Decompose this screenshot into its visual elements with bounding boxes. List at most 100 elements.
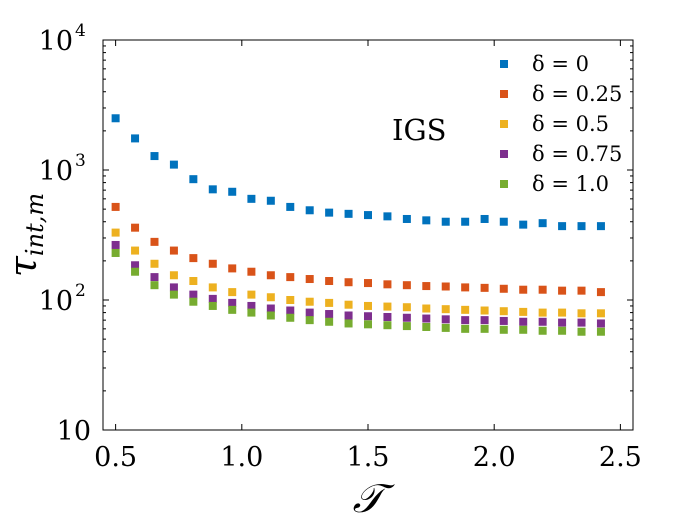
legend: δ = 0 δ = 0.25 δ = 0.5 δ = 0.75 δ = 1.0 <box>500 52 622 196</box>
series-2-point <box>131 246 140 255</box>
series-3-point <box>499 316 508 325</box>
series-1-point <box>228 264 237 273</box>
y-tick-label-exponent: 3 <box>75 151 86 171</box>
series-2-point <box>189 277 198 286</box>
series-4-point <box>441 323 450 332</box>
series-1-point <box>383 280 392 289</box>
series-2-point <box>111 228 120 237</box>
legend-marker <box>500 90 508 98</box>
series-3-point <box>402 313 411 322</box>
series-2-point <box>169 271 178 280</box>
series-0-point <box>208 185 217 194</box>
series-2-point <box>344 300 353 309</box>
series-1-point <box>325 277 334 286</box>
series-2-point <box>383 302 392 311</box>
series-1-point <box>596 288 605 297</box>
series-3-point <box>111 240 120 249</box>
series-0-point <box>266 196 275 205</box>
y-tick-label: 10 <box>39 26 73 57</box>
plot-area <box>102 39 634 431</box>
series-0-point <box>131 134 140 143</box>
legend-label: δ = 0.25 <box>532 82 622 106</box>
x-tick-label: 0.5 <box>94 442 137 473</box>
series-2-point <box>266 293 275 302</box>
series-2-point <box>305 297 314 306</box>
series-1-point <box>558 286 567 295</box>
series-4-point <box>558 326 567 335</box>
series-4-point <box>266 311 275 320</box>
series-2-point <box>499 307 508 316</box>
x-tick-label: 1.0 <box>220 442 263 473</box>
series-3-point <box>208 294 217 303</box>
series-2-point <box>247 290 256 299</box>
series-0-point <box>383 212 392 221</box>
series-1-point <box>441 282 450 291</box>
series-4-point <box>577 327 586 336</box>
series-3-point <box>266 304 275 313</box>
series-1-point <box>402 281 411 290</box>
series-1-point <box>344 278 353 287</box>
series-1-point <box>131 223 140 232</box>
series-3-point <box>344 311 353 320</box>
series-0-point <box>189 175 198 184</box>
series-0-point <box>228 187 237 196</box>
legend-marker <box>500 120 508 128</box>
series-1-point <box>305 275 314 284</box>
series-3-point <box>558 318 567 327</box>
series-2-point <box>364 301 372 310</box>
series-2-point <box>519 307 528 316</box>
series-0-point <box>538 219 547 228</box>
series-3-point <box>247 301 256 310</box>
y-tick-label-exponent: 4 <box>75 21 86 41</box>
series-2-point <box>422 304 431 313</box>
legend-label: δ = 0.5 <box>532 112 609 136</box>
legend-label: δ = 0.75 <box>532 142 622 166</box>
series-3-point <box>150 273 159 282</box>
series-4-point <box>422 322 431 331</box>
series-0-point <box>519 220 528 229</box>
series-0-point <box>286 202 295 211</box>
series-4-point <box>538 326 547 335</box>
series-2-point <box>480 306 489 315</box>
series-1-point <box>499 284 508 293</box>
series-4-point <box>402 322 411 331</box>
series-4-point <box>247 308 256 317</box>
series-4-point <box>150 281 159 290</box>
series-0-point <box>344 209 353 218</box>
series-4-point <box>461 324 470 333</box>
series-2-point <box>538 308 547 317</box>
series-2-point <box>286 296 295 304</box>
series-1-point <box>422 282 431 291</box>
series-4-point <box>596 327 605 336</box>
series-4-point <box>344 319 353 328</box>
series-4-point <box>169 290 178 299</box>
series-1-point <box>519 285 528 294</box>
series-4-point <box>131 267 140 276</box>
y-axis-label-sub: int,m <box>21 193 49 256</box>
legend-marker <box>500 180 508 188</box>
series-1-point <box>208 259 217 268</box>
y-tick-label: 10 <box>39 286 73 317</box>
series-3-point <box>538 317 547 326</box>
y-axis-label-main: τ <box>1 255 45 277</box>
data-marks <box>111 114 605 336</box>
series-2-point <box>461 305 470 314</box>
x-tick-label: 2.5 <box>599 442 642 473</box>
legend-label: δ = 0 <box>532 52 589 76</box>
y-tick-label: 10 <box>39 156 73 187</box>
legend-label: δ = 1.0 <box>532 172 609 196</box>
series-3-point <box>169 283 178 292</box>
series-2-point <box>150 259 159 268</box>
series-4-point <box>189 297 198 306</box>
series-0-point <box>325 208 334 217</box>
series-0-point <box>305 206 314 215</box>
series-2-point <box>228 288 237 297</box>
series-2-point <box>325 298 334 307</box>
igs-annotation: IGS <box>392 113 447 147</box>
series-1-point <box>150 237 159 246</box>
series-3-point <box>189 290 198 299</box>
series-3-point <box>383 312 392 321</box>
series-3-point <box>364 312 372 321</box>
